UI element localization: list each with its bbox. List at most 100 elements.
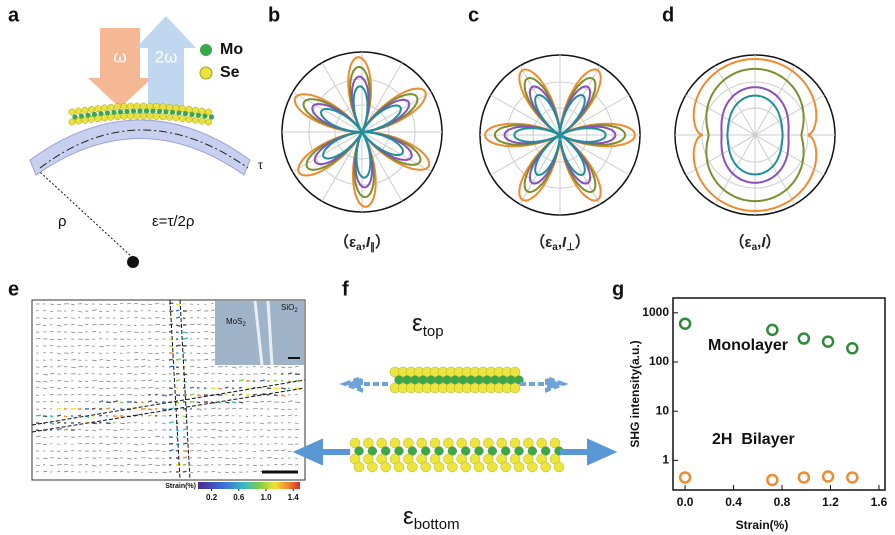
subscript: top — [423, 323, 444, 340]
data-point — [799, 472, 809, 482]
quiver-arrow — [162, 409, 167, 410]
atom-se — [461, 462, 471, 472]
atom-se — [160, 114, 166, 120]
atom-se — [153, 113, 159, 119]
x-axis-label: Strain(%) — [736, 518, 789, 532]
inset-text: MoS — [226, 317, 242, 326]
series-label: Monolayer — [708, 337, 788, 354]
atom-se — [421, 462, 431, 472]
atom-se — [134, 113, 140, 119]
quiver-arrow — [176, 402, 179, 403]
quiver-arrow — [176, 430, 179, 431]
epsilon-bottom: εbottom — [403, 503, 460, 533]
data-point — [847, 343, 857, 353]
quiver-arrow — [113, 422, 116, 423]
atom-se — [108, 114, 114, 120]
quiver-arrow — [169, 394, 173, 395]
atom-se — [447, 462, 457, 472]
series-label: 2H Bilayer — [712, 431, 795, 448]
quiver-arrow — [260, 380, 265, 381]
caption-part: （ — [334, 233, 349, 251]
y-tick-label: 1000 — [642, 305, 669, 319]
atom-se — [69, 109, 75, 115]
data-point — [680, 319, 690, 329]
colorbar-tick-label: 0.2 — [206, 493, 218, 502]
atom-se — [501, 462, 511, 472]
atom-se — [82, 117, 88, 123]
quiver-arrow — [169, 359, 173, 360]
panel-label: g — [612, 278, 624, 300]
atom-se — [127, 113, 133, 119]
se-swatch — [200, 67, 212, 79]
quiver-arrow — [78, 422, 80, 423]
atom-se — [69, 119, 75, 125]
atom-se — [354, 462, 364, 472]
quiver-arrow — [281, 388, 286, 389]
caption-part: （ — [530, 233, 545, 251]
atom-se — [114, 104, 120, 110]
atom-se — [88, 116, 94, 122]
atom-se — [367, 462, 377, 472]
caption-part: （ — [729, 233, 744, 251]
x-tick-label: 0.8 — [774, 495, 791, 509]
quiver-arrow — [211, 388, 216, 389]
quiver-arrow — [190, 387, 194, 388]
y-tick-label: 100 — [649, 354, 669, 368]
quiver-arrow — [92, 423, 97, 424]
quiver-arrow — [197, 409, 202, 410]
quiver-arrow — [169, 408, 173, 409]
atom-se — [205, 109, 211, 115]
atom-se — [192, 117, 198, 123]
atom-se — [541, 462, 551, 472]
atom-se — [510, 383, 520, 393]
atom-se — [554, 462, 564, 472]
quiver-arrow — [176, 310, 179, 311]
atom-se — [153, 103, 159, 109]
quiver-arrow — [197, 402, 200, 403]
panel-a: ω 2ω Mo Se ρ ε=τ/2ρ τ — [30, 16, 263, 268]
quiver-arrow — [162, 395, 167, 396]
quiver-arrow — [176, 464, 181, 465]
atom-se — [147, 103, 153, 109]
data-point — [680, 472, 690, 482]
rho: ρ — [58, 213, 67, 230]
atom-se — [140, 113, 146, 119]
quiver-arrow — [183, 457, 187, 458]
omega: ω — [113, 47, 126, 66]
atom-se — [394, 462, 404, 472]
atom-se — [192, 107, 198, 113]
atom-se — [179, 115, 185, 121]
quiver-arrow — [267, 388, 271, 389]
quiver-arrow — [232, 402, 236, 403]
quiver-arrow — [274, 395, 278, 396]
atom-se — [82, 107, 88, 113]
quiver-arrow — [169, 471, 172, 472]
y-axis-label: SHG intensity(a.u.) — [628, 340, 642, 447]
quiver-arrow — [274, 388, 279, 389]
two-omega: 2ω — [155, 47, 178, 66]
x-tick-label: 1.6 — [871, 495, 888, 509]
colorbar-tick-label: 1.0 — [260, 493, 272, 502]
atom-se — [186, 106, 192, 112]
quiver-arrow — [155, 394, 158, 395]
caption-part: ε — [349, 234, 356, 251]
radius-line — [40, 172, 133, 258]
quiver-arrow — [64, 416, 67, 417]
atom-se — [121, 103, 127, 109]
atom-se — [114, 114, 120, 120]
caption-part: ε — [545, 234, 552, 251]
quiver-arrow — [57, 422, 61, 423]
atom-se — [199, 108, 205, 114]
quiver-arrow — [246, 388, 250, 389]
atom-se — [166, 104, 172, 110]
panel-label: d — [662, 4, 674, 26]
panel-label: b — [268, 4, 280, 26]
atom-se — [186, 116, 192, 122]
quiver-arrow — [148, 415, 151, 416]
panel-g: SHG intensity(a.u.) Strain(%) 1101001000… — [628, 298, 887, 532]
caption: （εa,I） — [729, 233, 780, 253]
quiver-arrow — [57, 415, 61, 416]
quiver-arrow — [36, 415, 41, 416]
quiver-arrow — [183, 338, 188, 339]
quiver-arrow — [169, 366, 173, 367]
